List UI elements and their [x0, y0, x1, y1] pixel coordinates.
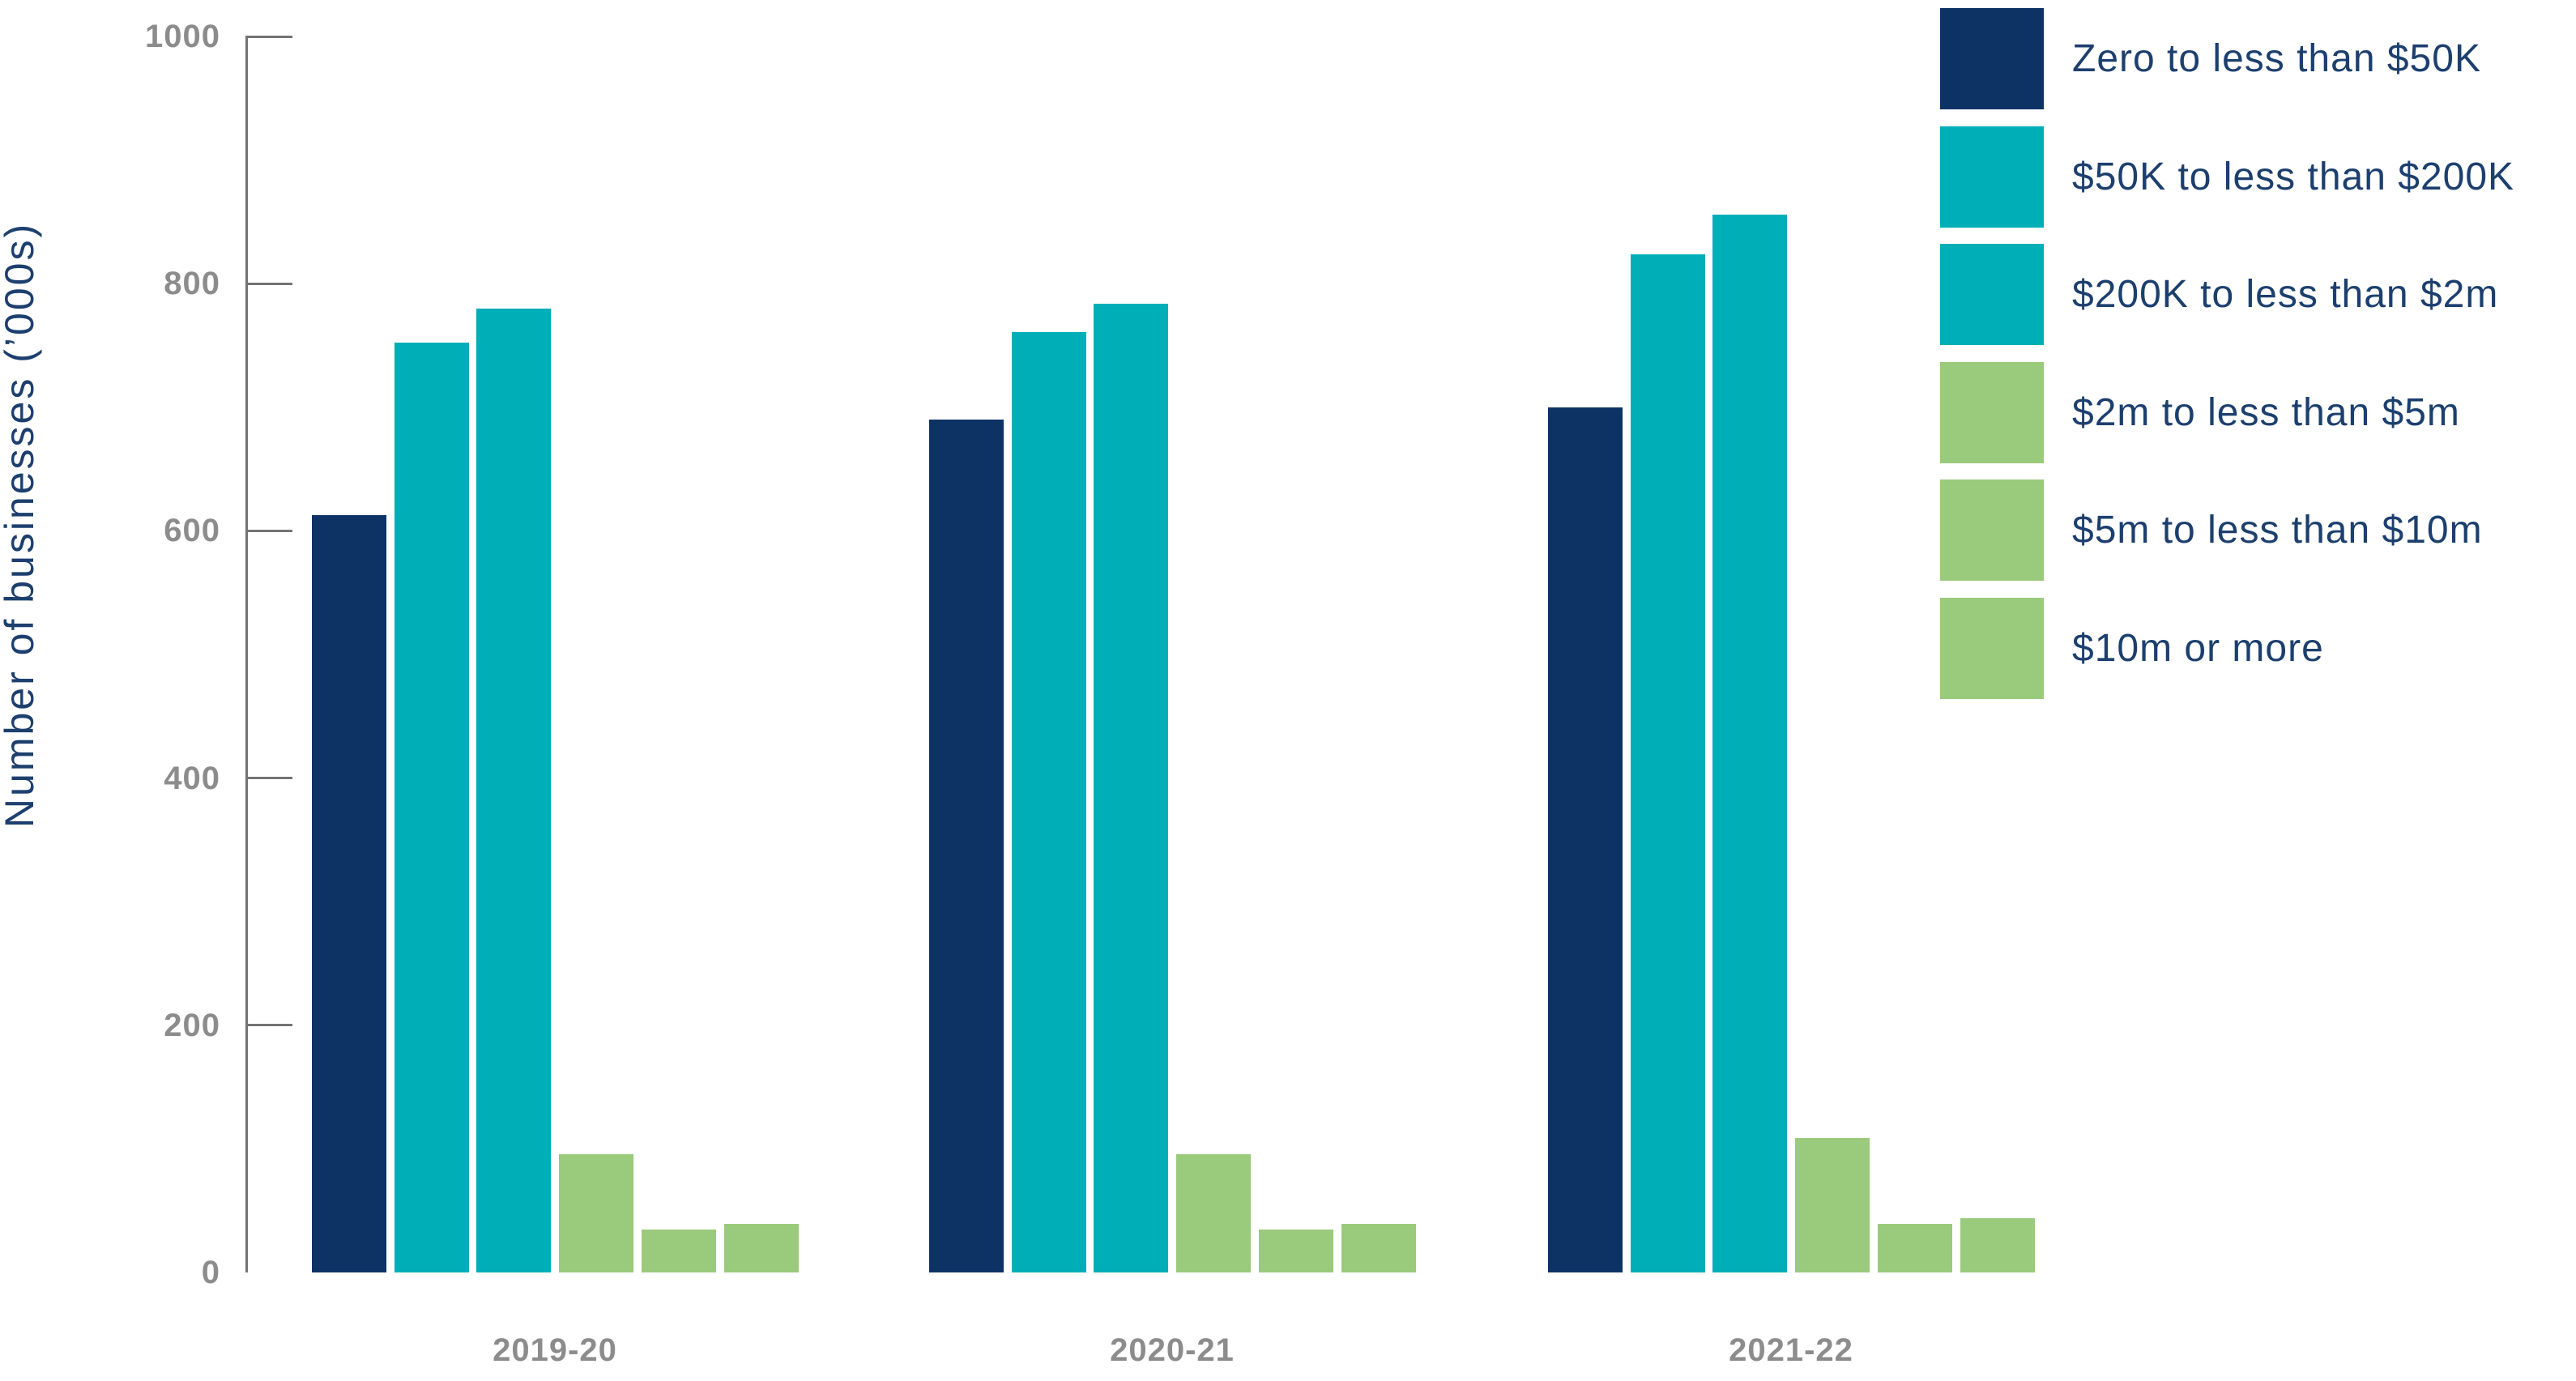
y-axis-tick-label: 1000 — [145, 19, 220, 54]
legend-label: $10m or more — [2072, 627, 2324, 670]
bar — [929, 420, 1004, 1272]
bar — [1795, 1138, 1870, 1272]
x-axis-label: 2020-21 — [1110, 1332, 1235, 1368]
legend-swatch — [1940, 8, 2044, 109]
y-axis-tick-label: 200 — [164, 1007, 220, 1043]
legend-swatch — [1940, 362, 2044, 463]
legend-swatch — [1940, 126, 2044, 228]
bar — [1094, 304, 1168, 1272]
y-axis-tick-label: 0 — [201, 1255, 220, 1290]
bar — [312, 515, 386, 1272]
legend-swatch — [1940, 480, 2044, 581]
bar — [1176, 1154, 1251, 1272]
legend-swatch — [1940, 598, 2044, 699]
bar — [395, 343, 469, 1272]
y-axis-tick — [245, 777, 292, 780]
y-axis-tick — [245, 282, 292, 285]
bar — [1878, 1224, 1952, 1272]
bar — [642, 1230, 716, 1272]
y-axis-tick — [245, 35, 292, 38]
bar — [1960, 1218, 2035, 1272]
y-axis-tick-label: 800 — [164, 266, 220, 302]
bar — [1012, 332, 1086, 1272]
legend-label: $2m to less than $5m — [2072, 391, 2460, 434]
legend-label: $50K to less than $200K — [2072, 156, 2515, 198]
y-axis-tick-label: 600 — [164, 513, 220, 549]
bar — [1259, 1230, 1333, 1272]
x-axis-label: 2019-20 — [493, 1332, 617, 1368]
bar — [1631, 254, 1705, 1272]
bar — [1341, 1224, 1416, 1272]
bar — [724, 1224, 799, 1272]
y-axis-tick — [245, 529, 292, 532]
legend-label: $5m to less than $10m — [2072, 509, 2483, 552]
legend-label: $200K to less than $2m — [2072, 273, 2499, 316]
bar — [476, 309, 551, 1272]
legend-label: Zero to less than $50K — [2072, 37, 2481, 80]
y-axis-line — [245, 35, 248, 1272]
bar — [559, 1154, 633, 1272]
y-axis-tick — [245, 1024, 292, 1027]
legend-swatch — [1940, 244, 2044, 345]
x-axis-label: 2021-22 — [1729, 1332, 1853, 1368]
bar — [1548, 407, 1623, 1272]
y-axis-tick-label: 400 — [164, 760, 220, 796]
bar — [1712, 215, 1787, 1272]
